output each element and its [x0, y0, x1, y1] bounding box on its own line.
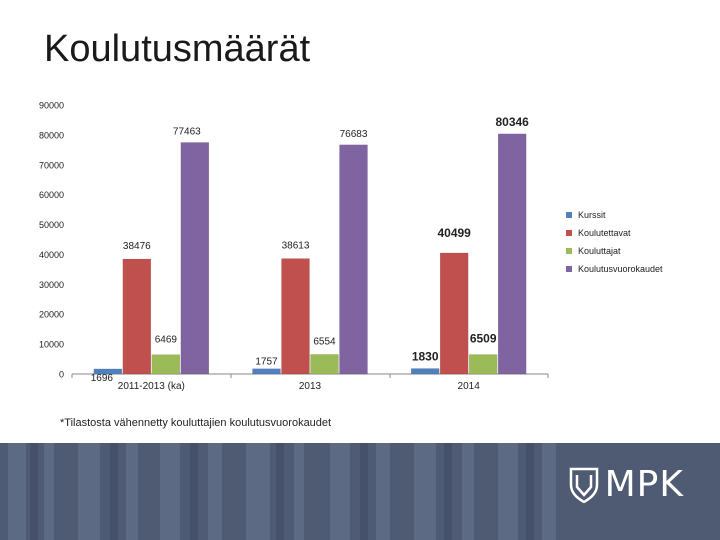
bar-kouluttajat	[468, 354, 498, 375]
legend-label: Koulutusvuorokaudet	[578, 264, 663, 274]
footer-stripes	[8, 443, 556, 540]
y-tick-label: 10000	[39, 340, 64, 350]
y-tick-label: 70000	[39, 160, 64, 170]
x-category-label: 2013	[299, 381, 322, 392]
bar-koulutusvuorokaudet	[180, 142, 210, 375]
bar-kouluttajat	[151, 354, 181, 375]
y-tick-label: 30000	[39, 280, 64, 290]
data-label: 1830	[412, 350, 439, 364]
legend-swatch	[566, 230, 572, 236]
legend-label: Kouluttajat	[578, 246, 621, 256]
logo-text: MPK	[604, 464, 684, 505]
bar-koulutettavat	[122, 258, 152, 375]
legend-swatch	[566, 248, 572, 254]
data-label: 1696	[91, 373, 114, 384]
legend-swatch	[566, 212, 572, 218]
bar-kurssit	[252, 368, 281, 375]
bar-koulutettavat	[439, 252, 469, 375]
y-tick-label: 80000	[39, 130, 64, 140]
legend-label: Koulutettavat	[578, 228, 631, 238]
bar-koulutusvuorokaudet	[339, 144, 368, 375]
data-label: 6469	[155, 335, 178, 346]
bar-kurssit	[93, 368, 123, 375]
data-label: 1757	[255, 357, 278, 368]
data-label: 6554	[313, 336, 336, 347]
legend-label: Kurssit	[578, 210, 606, 220]
bar-kurssit	[410, 368, 440, 375]
footnote: *Tilastosta vähennetty kouluttajien koul…	[60, 417, 332, 429]
data-label: 38476	[123, 241, 151, 252]
bar-koulutusvuorokaudet	[497, 133, 527, 375]
y-tick-label: 60000	[39, 190, 64, 200]
y-tick-label: 50000	[39, 220, 64, 230]
bar-koulutettavat	[281, 258, 310, 375]
y-tick-label: 20000	[39, 310, 64, 320]
legend-swatch	[566, 266, 572, 272]
x-category-label: 2014	[458, 381, 481, 392]
y-tick-label: 0	[59, 370, 64, 380]
y-tick-label: 90000	[39, 101, 64, 111]
mpk-logo: MPK	[569, 464, 684, 505]
data-label: 40499	[437, 226, 471, 240]
data-label: 77463	[173, 126, 201, 137]
bar-chart: 0 10000 20000 30000 40000 50000 60000 70000 8000…	[39, 101, 663, 393]
slide-title: Koulutusmäärät	[44, 28, 311, 70]
data-label: 6509	[470, 332, 497, 346]
footer-band	[0, 443, 720, 540]
data-label: 38613	[282, 241, 310, 252]
data-label: 80346	[495, 115, 529, 129]
y-tick-label: 40000	[39, 250, 64, 260]
data-label: 76683	[340, 129, 368, 140]
bar-kouluttajat	[310, 354, 339, 375]
shield-icon	[569, 467, 598, 503]
x-category-label: 2011-2013 (ka)	[118, 381, 185, 392]
